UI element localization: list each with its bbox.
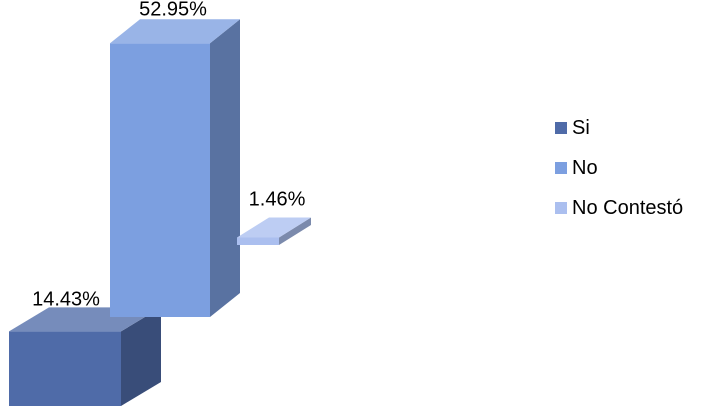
legend: Si No No Contestó (555, 116, 723, 236)
bar-side-si (121, 307, 161, 406)
bar-side-no (210, 19, 240, 317)
legend-item-no-contesto: No Contestó (555, 196, 723, 236)
bar-si (9, 331, 121, 406)
data-label-no-contest-: 1.46% (249, 188, 306, 210)
bar-no (110, 43, 210, 317)
bar-top-no-contest- (237, 217, 311, 238)
bar-no-contest- (237, 237, 279, 245)
bar-top-no (110, 19, 240, 44)
legend-swatch-si (555, 122, 567, 134)
bar-side-no-contest- (279, 217, 311, 245)
legend-label-no: No (572, 157, 598, 179)
legend-item-si: Si (555, 116, 723, 156)
legend-swatch-no-contesto (555, 202, 567, 214)
data-label-si: 14.43% (32, 288, 100, 310)
legend-label-no-contesto: No Contestó (572, 197, 684, 219)
legend-item-no: No (555, 156, 723, 196)
legend-label-si: Si (572, 117, 590, 139)
legend-swatch-no (555, 162, 567, 174)
data-label-no: 52.95% (139, 0, 207, 20)
